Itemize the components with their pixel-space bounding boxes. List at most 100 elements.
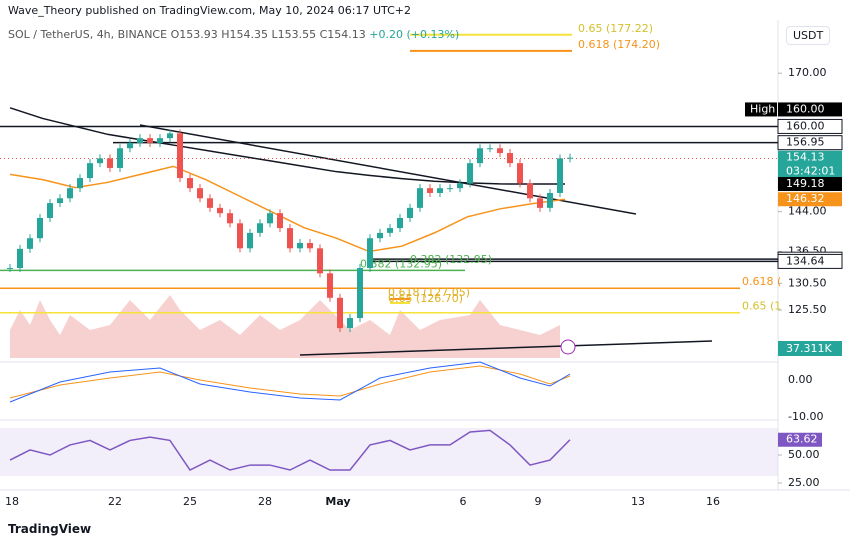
ohlc: L153.55 — [271, 28, 317, 41]
published: Wave_Theory published on TradingView.com… — [8, 4, 411, 17]
candle — [507, 153, 513, 164]
candle — [197, 188, 203, 199]
candle — [247, 232, 253, 249]
candle — [267, 213, 273, 224]
candle — [497, 148, 503, 154]
candle — [57, 198, 63, 204]
candle — [417, 188, 423, 208]
price-tag-label: 149.18 — [786, 177, 825, 190]
price-tag-label: 146.32 — [786, 192, 825, 205]
candle — [87, 163, 93, 179]
change: +0.20 (+0.13%) — [369, 28, 460, 41]
ohlc: H154.35 — [221, 28, 268, 41]
ohlc: O153.93 — [170, 28, 218, 41]
y-tick-label: 144.00 — [788, 205, 827, 218]
candle — [27, 238, 33, 249]
level-label: 0.618 ( — [742, 275, 781, 288]
candle — [117, 148, 123, 168]
moving-average — [9, 165, 566, 253]
price-tag-label: 156.95 — [786, 136, 825, 149]
candle — [177, 133, 183, 179]
rsi-tag-label: 63.62 — [786, 433, 818, 446]
moving-average — [9, 107, 565, 185]
x-tick-label: 9 — [535, 495, 542, 508]
candle — [427, 188, 433, 193]
candle — [347, 318, 353, 329]
candle — [517, 163, 523, 184]
macd-tick: -10.00 — [788, 410, 823, 423]
level-label: 0.382 (132.95) — [360, 257, 442, 270]
candle — [447, 188, 453, 190]
candle — [537, 198, 543, 208]
x-tick-label: 13 — [631, 495, 645, 508]
volume-label: 37.311K — [786, 342, 832, 355]
candle — [487, 148, 493, 150]
rsi-band — [0, 428, 778, 476]
candle — [277, 213, 283, 229]
volume-trendline — [299, 340, 713, 356]
candle — [317, 248, 323, 274]
x-tick-label: 28 — [258, 495, 272, 508]
symbol: SOL / TetherUS, 4h, BINANCE O153.93 H154… — [8, 28, 459, 41]
price-tag — [777, 253, 843, 269]
price-tag — [777, 118, 843, 134]
level-label: 0.65 (177.22) — [578, 22, 653, 35]
candle — [167, 133, 173, 139]
price-tag-label: 154.13 — [786, 151, 825, 164]
macd-signal — [9, 365, 571, 399]
ohlc: C154.13 — [319, 28, 366, 41]
macd-line — [9, 361, 571, 403]
fib-mark — [390, 298, 410, 300]
candle — [227, 213, 233, 224]
candle — [67, 188, 73, 199]
candle — [107, 158, 113, 168]
fib-mark — [390, 302, 410, 304]
candle — [377, 232, 383, 239]
candle — [337, 297, 343, 329]
candle — [47, 203, 53, 218]
price-tag — [778, 177, 842, 192]
candle — [7, 268, 13, 270]
candle — [37, 217, 43, 239]
x-tick-label: 16 — [706, 495, 720, 508]
logo: TradingView — [8, 522, 92, 536]
candle — [397, 217, 403, 229]
candle — [307, 242, 313, 249]
annotation: 0.382 (132.95) — [410, 253, 492, 266]
candle — [367, 238, 373, 269]
candle — [477, 148, 483, 164]
trendline — [139, 124, 637, 215]
candle — [137, 138, 143, 143]
candle — [567, 157, 573, 159]
y-tick-label: 170.00 — [788, 66, 827, 79]
candle — [557, 158, 563, 193]
macd-tick: 0.00 — [788, 373, 813, 386]
candle — [237, 223, 243, 249]
x-tick-label: May — [325, 495, 350, 508]
level-label: 0.618 (174.20) — [578, 38, 660, 51]
volume-tag — [778, 341, 842, 356]
candle — [17, 248, 23, 269]
annotation: 0.65 (126.70) — [388, 292, 463, 305]
currency[interactable]: USDT — [786, 26, 831, 45]
symbol-text: SOL / TetherUS, 4h, BINANCE — [8, 28, 168, 41]
candle — [547, 192, 553, 208]
candle — [527, 183, 533, 199]
y-tick-label: 130.50 — [788, 276, 827, 289]
price-tag — [778, 102, 842, 117]
candle — [457, 183, 463, 189]
price-tag — [778, 192, 842, 207]
rsi-tick-label: 50.00 — [788, 448, 820, 461]
candle — [287, 228, 293, 249]
candle — [147, 138, 153, 143]
candle — [297, 242, 303, 249]
high-tag — [745, 102, 777, 117]
rsi-tick-label: 25.00 — [788, 476, 820, 489]
y-tick-label: 125.50 — [788, 303, 827, 316]
price-tag-label: 160.00 — [786, 102, 825, 115]
price-tag-label: 134.64 — [786, 254, 825, 267]
x-tick-label: 18 — [5, 495, 19, 508]
countdown: 03:42:01 — [786, 165, 835, 178]
